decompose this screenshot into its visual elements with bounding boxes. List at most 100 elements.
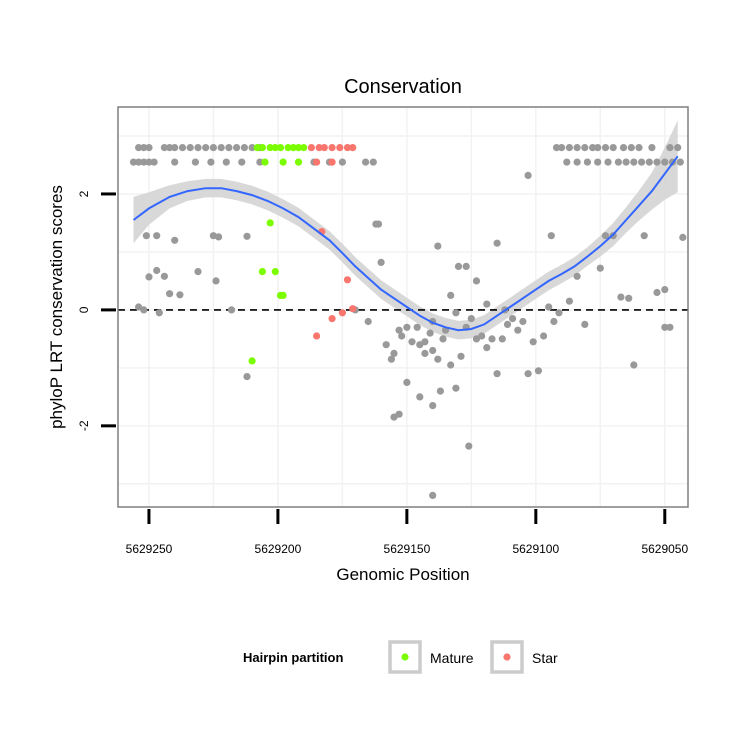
point-other [439, 335, 447, 343]
point-other [573, 144, 581, 152]
point-other [563, 158, 571, 166]
point-star [343, 144, 352, 152]
point-star [320, 144, 328, 152]
point-other [640, 232, 648, 240]
point-other [552, 144, 561, 152]
point-other [627, 144, 635, 152]
point-other [601, 232, 610, 240]
point-other [565, 144, 574, 152]
point-other [140, 306, 148, 314]
point-other [498, 335, 506, 343]
point-other [465, 442, 473, 450]
point-other [421, 338, 429, 346]
point-other [645, 158, 653, 166]
point-other [434, 355, 442, 363]
point-other [215, 233, 223, 241]
point-other [596, 264, 604, 272]
point-other [429, 346, 437, 355]
point-mature [279, 291, 287, 299]
point-mature [276, 144, 285, 152]
grid [118, 107, 688, 507]
point-other [374, 220, 383, 228]
point-other [594, 144, 602, 152]
point-other [238, 158, 246, 166]
point-star [328, 158, 336, 166]
point-mature [289, 144, 297, 152]
point-other [619, 144, 628, 152]
point-mature [294, 158, 303, 166]
x-tick-label: 5629050 [641, 542, 688, 556]
point-other [555, 309, 563, 317]
point-other [653, 288, 661, 297]
point-other [472, 277, 481, 285]
point-other [483, 344, 491, 352]
point-star [313, 158, 321, 166]
point-other [135, 158, 143, 166]
point-other [362, 158, 370, 166]
point-mature [248, 357, 256, 365]
point-other [142, 232, 150, 240]
plot-border [117, 106, 689, 508]
point-star [349, 305, 357, 313]
point-other [398, 332, 406, 340]
point-other [594, 158, 602, 166]
point-other [519, 317, 527, 326]
point-other [217, 144, 225, 152]
point-other [243, 232, 251, 240]
point-other [604, 158, 612, 166]
point-other [581, 320, 589, 328]
point-other [390, 349, 398, 357]
point-other [661, 158, 669, 166]
point-other [225, 144, 233, 152]
point-mature [253, 144, 261, 152]
point-mature [271, 144, 279, 152]
point-other [153, 266, 161, 275]
point-other [514, 326, 522, 334]
point-other [614, 158, 623, 166]
legend-dot-star [503, 653, 511, 661]
point-other [403, 378, 411, 386]
point-other [462, 262, 470, 270]
point-other [454, 262, 463, 270]
point-other [589, 144, 597, 152]
point-other [171, 144, 179, 152]
point-other [679, 233, 687, 241]
point-other [630, 158, 638, 166]
x-tick-label: 5629200 [255, 542, 302, 556]
point-mature [258, 144, 266, 152]
point-other [248, 144, 256, 152]
point-other [467, 315, 475, 323]
point-star [328, 315, 336, 323]
point-other [194, 268, 202, 276]
point-star [315, 144, 323, 152]
point-star [343, 276, 352, 284]
point-other [171, 158, 179, 166]
point-other [233, 144, 241, 152]
point-other [171, 236, 179, 244]
point-other [176, 291, 184, 299]
point-other [434, 242, 442, 250]
point-other [648, 144, 656, 152]
point-other [413, 323, 421, 331]
smooth-line-layer [132, 155, 679, 332]
y-tick-label: 0 [77, 306, 91, 313]
point-mature [258, 268, 266, 276]
point-other [426, 329, 434, 337]
point-mature [266, 144, 274, 152]
point-other [545, 303, 553, 311]
point-other [155, 309, 163, 317]
point-other [429, 402, 437, 410]
x-tick-label: 5629100 [512, 542, 559, 556]
point-mature [271, 268, 279, 276]
point-other [256, 158, 264, 166]
point-other [653, 158, 661, 166]
legend: Hairpin partition Mature Star [243, 640, 558, 674]
point-mature [261, 158, 269, 166]
point-other [478, 332, 486, 340]
point-other [524, 171, 532, 179]
point-other [540, 332, 548, 340]
point-other [140, 144, 148, 152]
point-other [617, 293, 625, 301]
point-other [630, 361, 638, 369]
